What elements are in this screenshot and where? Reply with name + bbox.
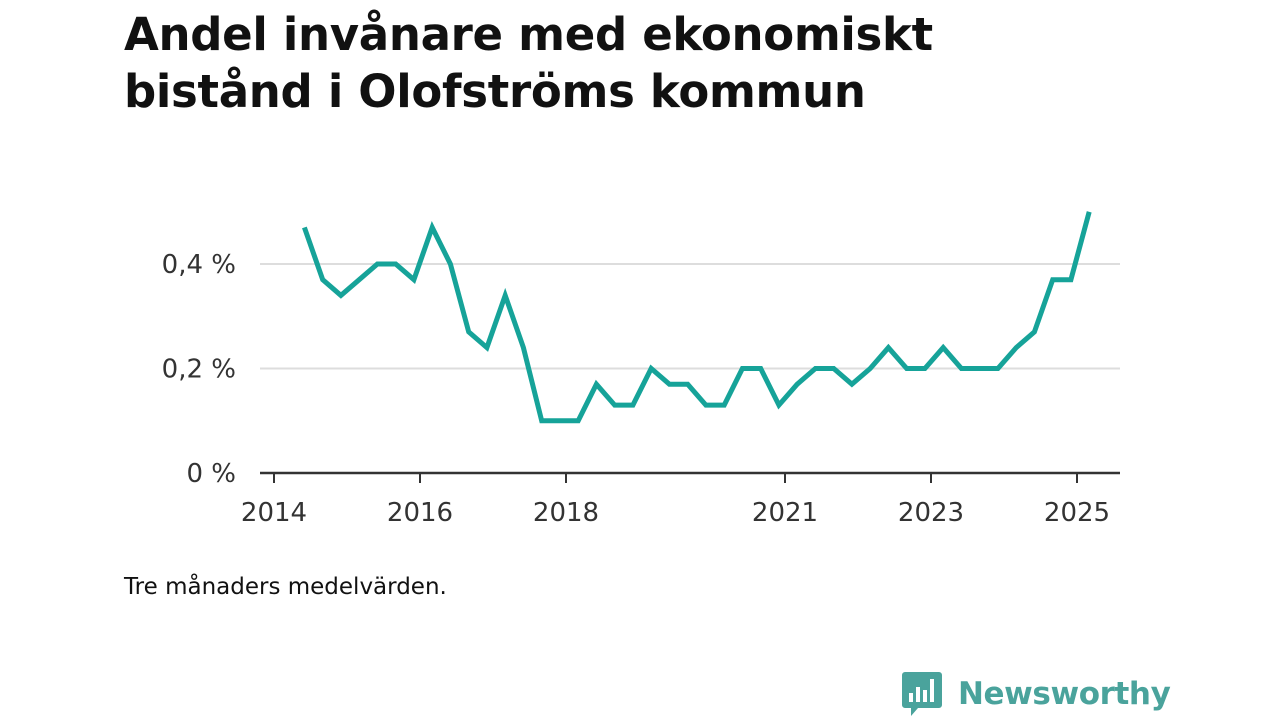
chart-title: Andel invånare med ekonomiskt bistånd i …	[124, 6, 1124, 120]
x-tick-label: 2014	[241, 498, 307, 528]
grid-layer	[260, 263, 1120, 370]
x-tick-label: 2018	[533, 498, 599, 528]
bar-chart-speech-bubble-icon	[902, 672, 942, 716]
y-tick-label: 0 %	[186, 459, 236, 489]
chart-title-line-2: bistånd i Olofströms kommun	[124, 65, 866, 118]
y-tick-label: 0,2 %	[162, 355, 236, 385]
axis-layer	[260, 471, 1120, 483]
brand-logo[interactable]: Newsworthy	[902, 670, 1171, 718]
x-tick-label: 2021	[752, 498, 818, 528]
label-layer: 0 % 0,2 % 0,4 % 2014 2016 2018 2021 2023 2025	[162, 250, 1110, 528]
x-tick-label: 2023	[898, 498, 964, 528]
series-layer	[302, 211, 1092, 424]
brand-name: Newsworthy	[958, 676, 1171, 712]
footnote: Tre månaders medelvärden.	[124, 574, 447, 600]
x-tick-label: 2025	[1044, 498, 1110, 528]
series-line	[302, 211, 1092, 424]
chart-title-line-1: Andel invånare med ekonomiskt	[124, 8, 933, 61]
y-tick-label: 0,4 %	[162, 250, 236, 280]
line-chart: 0 % 0,2 % 0,4 % 2014 2016 2018 2021 2023 2025	[162, 211, 1120, 528]
x-tick-label: 2016	[387, 498, 453, 528]
